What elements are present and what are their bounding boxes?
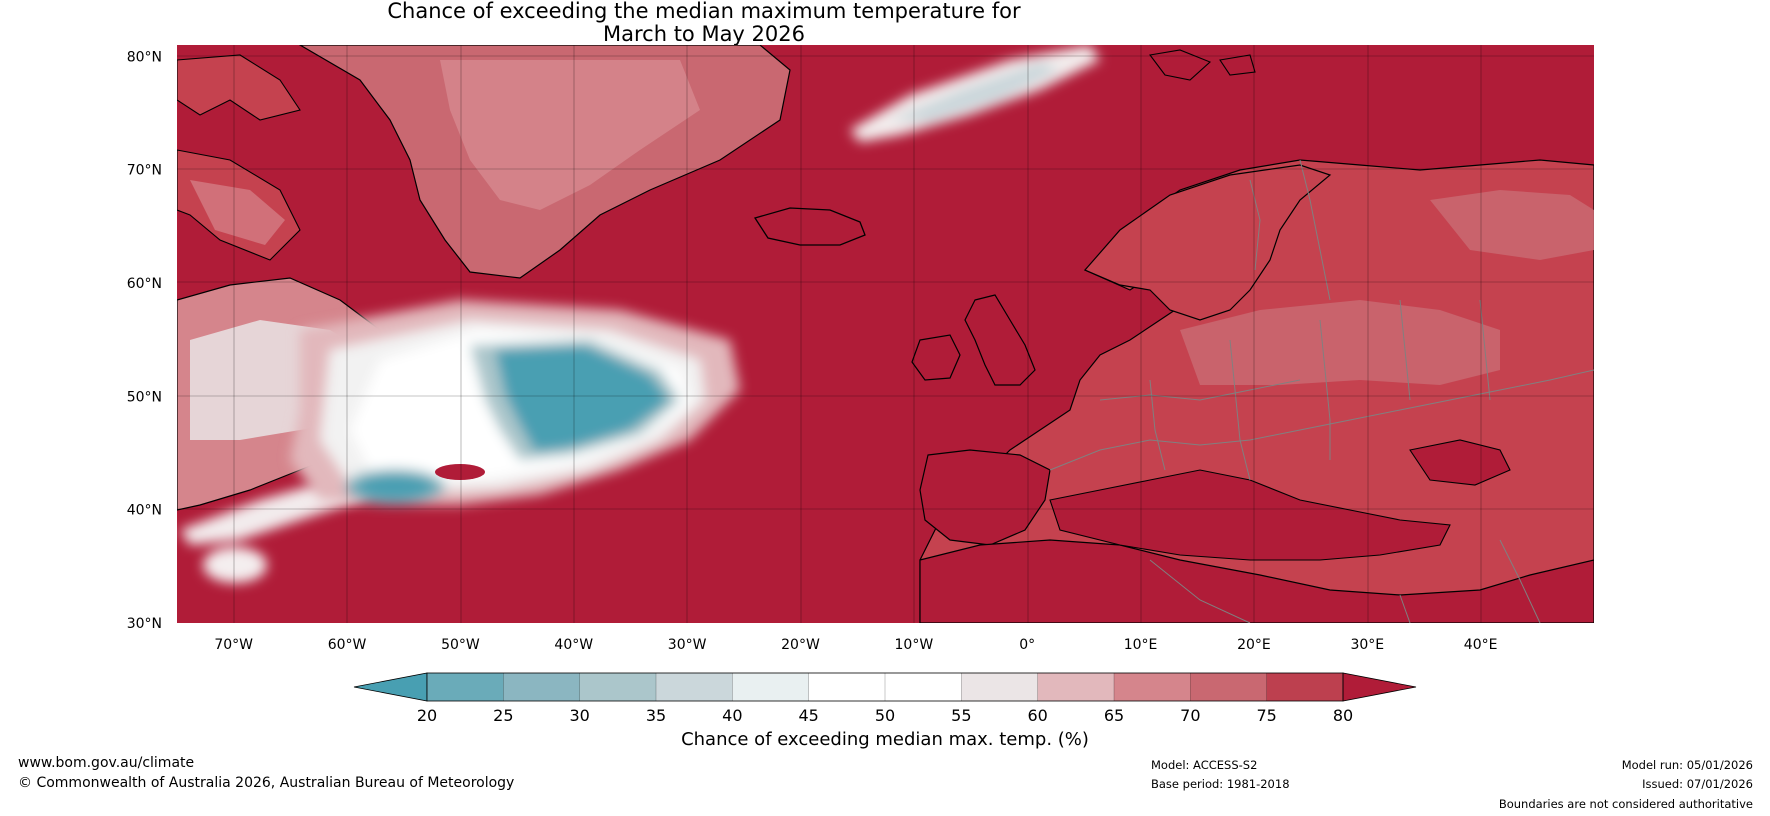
model-run-text: Model run: 05/01/2026 bbox=[1621, 758, 1753, 772]
colorbar-extend-high bbox=[1342, 672, 1417, 702]
colorbar-segment bbox=[503, 673, 581, 701]
colorbar-tick-label: 55 bbox=[951, 706, 971, 725]
iceland bbox=[753, 207, 866, 246]
lat-label: 70°N bbox=[127, 163, 162, 179]
country-borders bbox=[1049, 159, 1594, 623]
colorbar-tick-label: 60 bbox=[1027, 706, 1047, 725]
colorbar-segment bbox=[732, 673, 810, 701]
gridlines bbox=[177, 45, 1594, 623]
svalbard bbox=[1149, 49, 1256, 81]
black-sea bbox=[1409, 439, 1511, 486]
colorbar-segment bbox=[1114, 673, 1191, 701]
lon-label: 10°E bbox=[1124, 637, 1158, 653]
lon-label: 60°W bbox=[328, 637, 367, 653]
colorbar-segment bbox=[427, 673, 504, 701]
lon-label: 20°W bbox=[781, 637, 820, 653]
lat-label: 50°N bbox=[127, 389, 162, 405]
lon-label: 30°W bbox=[668, 637, 707, 653]
baffin-pale bbox=[190, 180, 285, 245]
europe-pale-region bbox=[1180, 190, 1594, 385]
latitude-labels: 80°N 70°N 60°N 50°N 40°N 30°N bbox=[127, 49, 162, 632]
colorbar-segment bbox=[1037, 673, 1115, 701]
colorbar-label: Chance of exceeding median max. temp. (%… bbox=[681, 729, 1089, 750]
lat-label: 60°N bbox=[127, 276, 162, 292]
longitude-labels: 70°W 60°W 50°W 40°W 30°W 20°W 10°W 0° 10°E 20°E 30… bbox=[214, 637, 1497, 653]
lat-label: 40°N bbox=[127, 503, 162, 519]
scandinavia bbox=[1084, 164, 1332, 321]
colorbar-segment bbox=[1190, 673, 1268, 701]
colorbar-segment bbox=[579, 673, 657, 701]
website-link[interactable]: www.bom.gov.au/climate bbox=[18, 755, 195, 771]
colorbar: 20 25 30 35 40 45 50 55 60 65 70 75 80 bbox=[353, 672, 1417, 725]
map-title: Chance of exceeding the median maximum t… bbox=[0, 0, 1408, 45]
lat-label: 80°N bbox=[127, 49, 162, 65]
colorbar-tick-label: 30 bbox=[569, 706, 589, 725]
copyright-text: © Commonwealth of Australia 2026, Austra… bbox=[18, 775, 515, 791]
cool-anomaly-atlantic bbox=[290, 300, 740, 505]
warm-spot bbox=[435, 464, 485, 480]
colorbar-tick-label: 75 bbox=[1256, 706, 1276, 725]
colorbar-segment bbox=[961, 673, 1039, 701]
lon-label: 30°E bbox=[1350, 637, 1384, 653]
colorbar-tick-label: 80 bbox=[1333, 706, 1353, 725]
great-britain bbox=[964, 294, 1036, 386]
colorbar-segment bbox=[656, 673, 733, 701]
colorbar-border bbox=[426, 672, 1344, 702]
model-text: Model: ACCESS-S2 bbox=[1151, 758, 1258, 772]
colorbar-segment bbox=[885, 673, 962, 701]
title-line-1: Chance of exceeding the median maximum t… bbox=[387, 0, 1021, 23]
colorbar-tick-label: 50 bbox=[875, 706, 895, 725]
colorbar-tick-label: 20 bbox=[417, 706, 437, 725]
lon-label: 50°W bbox=[441, 637, 480, 653]
colorbar-tick-label: 40 bbox=[722, 706, 742, 725]
disclaimer-text: Boundaries are not considered authoritat… bbox=[1498, 797, 1753, 811]
base-period-text: Base period: 1981-2018 bbox=[1151, 777, 1290, 791]
title-line-2: March to May 2026 bbox=[603, 21, 805, 46]
cool-anomaly-greenland-sea bbox=[850, 45, 1100, 142]
colorbar-tick-label: 70 bbox=[1180, 706, 1200, 725]
map-area bbox=[177, 45, 1594, 623]
lat-label: 30°N bbox=[127, 616, 162, 632]
iberia bbox=[919, 449, 1051, 546]
colorbar-segment bbox=[808, 673, 886, 701]
lon-label: 20°E bbox=[1237, 637, 1271, 653]
issued-text: Issued: 07/01/2026 bbox=[1642, 777, 1753, 791]
lon-label: 40°W bbox=[554, 637, 593, 653]
mediterranean-coast bbox=[1049, 469, 1451, 561]
greenland-interior bbox=[440, 60, 700, 210]
colorbar-segment bbox=[1266, 673, 1344, 701]
lon-label: 70°W bbox=[214, 637, 253, 653]
colorbar-tick-label: 45 bbox=[798, 706, 818, 725]
colorbar-tick-label: 35 bbox=[646, 706, 666, 725]
ireland bbox=[911, 334, 961, 381]
colorbar-tick-label: 65 bbox=[1104, 706, 1124, 725]
lon-label: 0° bbox=[1019, 637, 1035, 653]
north-africa bbox=[919, 539, 1594, 623]
colorbar-extend-low bbox=[353, 672, 428, 702]
lon-label: 10°W bbox=[895, 637, 934, 653]
colorbar-tick-label: 25 bbox=[493, 706, 513, 725]
lon-label: 40°E bbox=[1464, 637, 1498, 653]
